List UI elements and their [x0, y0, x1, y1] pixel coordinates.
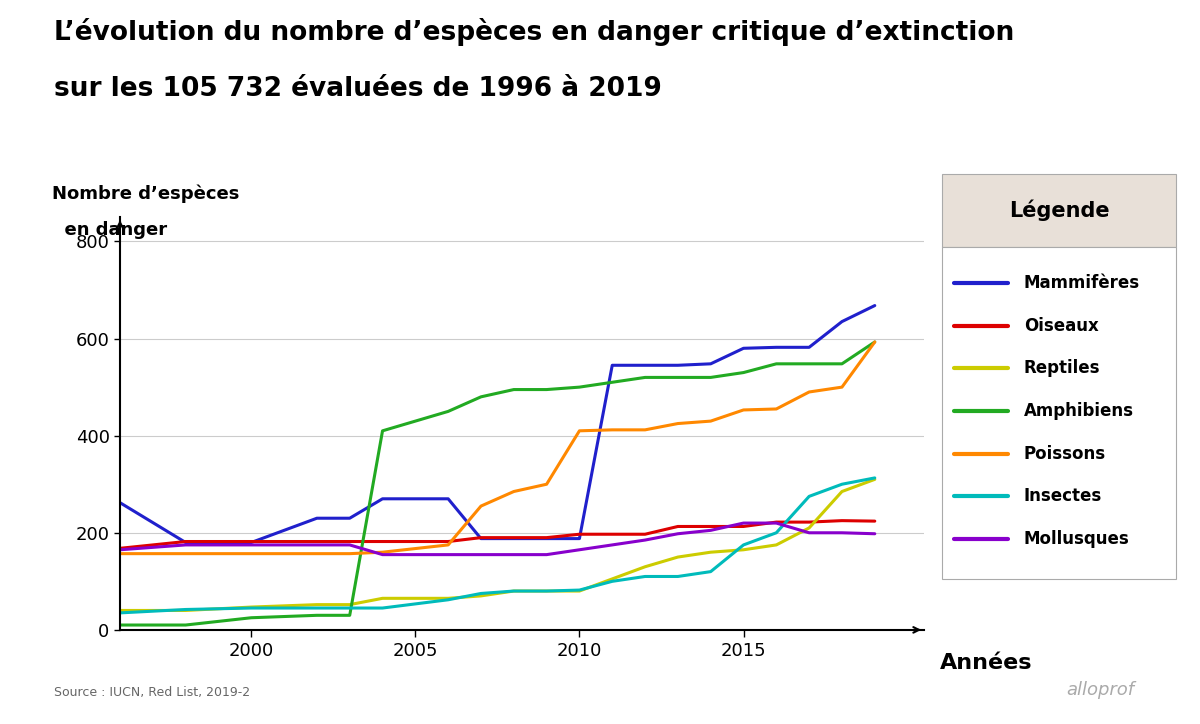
FancyBboxPatch shape [942, 247, 1176, 579]
Text: Insectes: Insectes [1024, 487, 1102, 505]
Text: Nombre d’espèces: Nombre d’espèces [52, 184, 239, 203]
Text: Source : IUCN, Red List, 2019-2: Source : IUCN, Red List, 2019-2 [54, 686, 250, 699]
Text: Oiseaux: Oiseaux [1024, 317, 1099, 334]
Text: sur les 105 732 évaluées de 1996 à 2019: sur les 105 732 évaluées de 1996 à 2019 [54, 76, 662, 102]
Text: Années: Années [940, 653, 1032, 673]
Text: Légende: Légende [1009, 200, 1109, 221]
Text: Mammifères: Mammifères [1024, 274, 1140, 292]
Text: en danger: en danger [52, 222, 167, 240]
FancyBboxPatch shape [942, 174, 1176, 247]
Text: Poissons: Poissons [1024, 445, 1106, 463]
Text: Mollusques: Mollusques [1024, 530, 1129, 547]
Text: Reptiles: Reptiles [1024, 359, 1100, 377]
Text: Amphibiens: Amphibiens [1024, 402, 1134, 420]
Text: alloprof: alloprof [1066, 681, 1134, 699]
Text: L’évolution du nombre d’espèces en danger critique d’extinction: L’évolution du nombre d’espèces en dange… [54, 18, 1014, 46]
